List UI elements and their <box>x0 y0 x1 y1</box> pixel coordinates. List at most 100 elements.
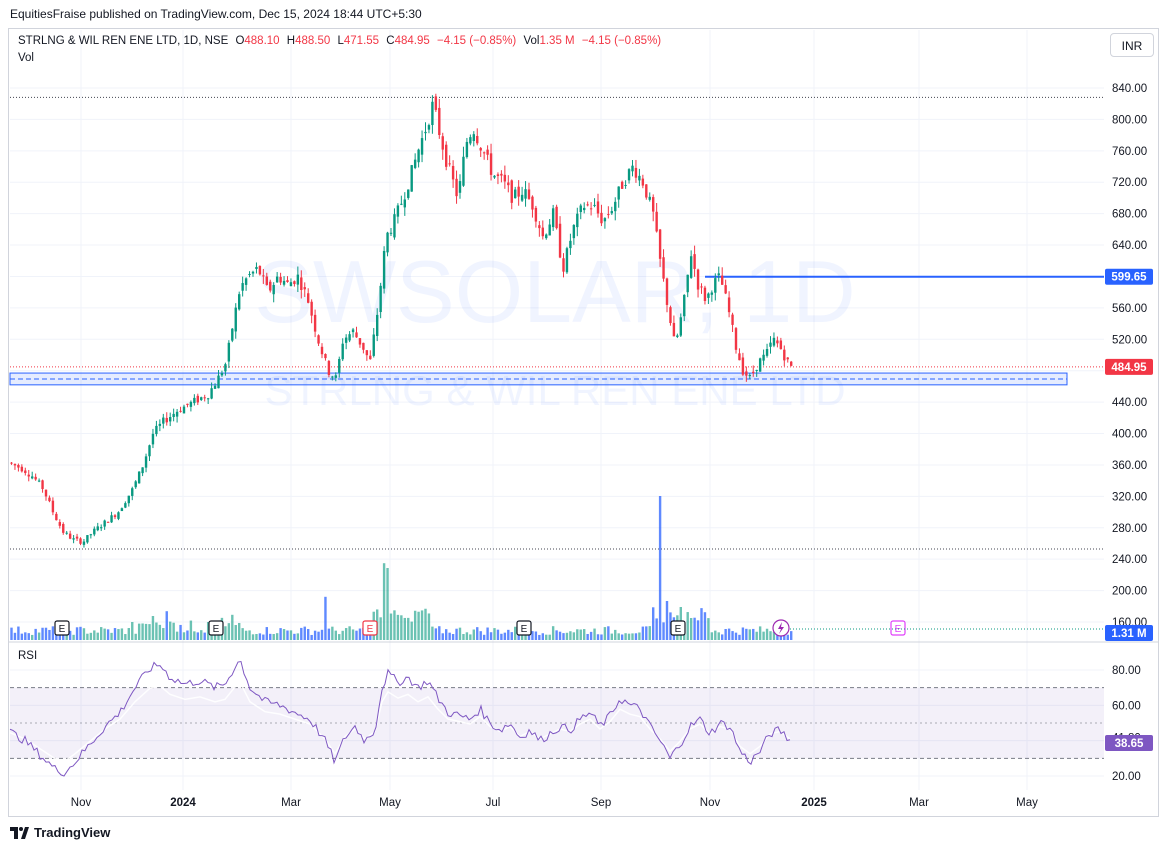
candle-body <box>434 96 438 110</box>
candle-body <box>86 535 89 543</box>
volume-bar <box>89 632 93 640</box>
volume-badge <box>1105 625 1153 641</box>
candle-body <box>710 292 714 295</box>
time-tick-label: Jul <box>486 797 501 809</box>
candle-body <box>686 274 689 293</box>
candle-body <box>689 256 693 278</box>
volume-bar <box>244 630 248 640</box>
volume-bar <box>400 615 403 640</box>
candle-body <box>589 208 593 210</box>
volume-bar <box>303 626 306 640</box>
volume-bar <box>251 634 255 640</box>
volume-bar <box>72 634 75 640</box>
candle-body <box>127 495 130 504</box>
candle-body <box>82 541 86 545</box>
candle-body <box>348 334 351 341</box>
volume-bar <box>507 629 510 640</box>
candle-body <box>37 480 41 482</box>
candle-body <box>355 332 358 338</box>
volume-bar <box>717 632 720 640</box>
candle-body <box>206 398 210 400</box>
volume-bar <box>96 632 99 640</box>
watermark-name: STRLNG & WIL REN ENE LTD <box>264 367 845 414</box>
volume-bar <box>576 629 579 640</box>
currency-button[interactable]: INR <box>1110 33 1154 57</box>
volume-bar <box>438 626 441 640</box>
volume-bar <box>48 629 51 640</box>
candle-body <box>344 337 348 343</box>
volume-bar <box>783 634 786 640</box>
earnings-marker[interactable] <box>890 620 906 636</box>
candle-body <box>445 144 448 167</box>
candle-body <box>448 163 451 165</box>
price-tick-label: 520.00 <box>1112 334 1147 346</box>
candle-body <box>320 346 324 355</box>
volume-bar <box>186 630 189 640</box>
price-tick-label: 240.00 <box>1112 554 1147 566</box>
ohlc-legend: STRLNG & WIL REN ENE LTD, 1D, NSE O488.1… <box>18 35 661 47</box>
candle-body <box>79 538 82 544</box>
legend-low: 471.55 <box>343 35 380 47</box>
volume-bar <box>479 631 482 640</box>
volume-bar <box>389 613 393 640</box>
time-tick-label: May <box>379 797 401 809</box>
volume-bar <box>589 631 593 640</box>
footer-brand: TradingView <box>34 825 111 840</box>
candle-body <box>610 211 613 214</box>
candle-body <box>13 463 17 466</box>
volume-bar <box>645 626 648 640</box>
candle-body <box>586 204 589 206</box>
volume-bar <box>358 628 362 640</box>
volume-bar <box>148 624 151 640</box>
volume-bar <box>103 628 106 640</box>
volume-bar <box>272 634 275 640</box>
candle-body <box>669 307 672 324</box>
candle-body <box>269 281 272 291</box>
candle-body <box>389 232 393 234</box>
volume-bar <box>227 623 231 640</box>
legend-symbol[interactable]: STRLNG & WIL REN ENE LTD, 1D, NSE <box>18 35 229 47</box>
volume-bar <box>472 629 475 640</box>
volume-bar <box>772 631 776 640</box>
candle-body <box>172 413 175 418</box>
volume-bar <box>620 634 624 640</box>
volume-bar <box>721 634 724 640</box>
volume-bar <box>117 629 120 640</box>
earnings-marker[interactable] <box>670 620 686 636</box>
volume-bar <box>482 634 486 640</box>
volume-bar <box>275 633 279 640</box>
candle-body <box>541 227 544 237</box>
earnings-marker[interactable] <box>362 620 378 636</box>
volume-bar <box>786 634 789 640</box>
candle-body <box>762 354 765 361</box>
volume-bar <box>407 617 410 640</box>
candle-body <box>438 107 441 136</box>
candle-body <box>307 293 310 303</box>
published-line: EquitiesFraise published on TradingView.… <box>10 7 422 21</box>
volume-bar <box>520 632 524 640</box>
candle-body <box>548 224 551 236</box>
volume-bar <box>696 620 700 640</box>
legend-vol-label: Vol <box>523 35 540 47</box>
volume-bar <box>465 632 469 640</box>
time-tick-label: Mar <box>281 797 301 809</box>
candle-body <box>262 275 265 277</box>
candle-body <box>386 232 389 253</box>
candle-body <box>100 527 103 529</box>
earnings-marker[interactable] <box>208 620 224 636</box>
candle-body <box>137 471 141 484</box>
rsi-tick-label: 80.00 <box>1112 665 1141 677</box>
volume-bar <box>451 634 455 640</box>
legend-vol: 1.35 M <box>539 35 575 47</box>
volume-bar <box>417 611 420 640</box>
candle-body <box>258 266 262 275</box>
volume-bar <box>765 628 769 640</box>
volume-bar <box>748 629 751 640</box>
volume-bar <box>41 627 44 640</box>
earnings-marker[interactable] <box>54 620 70 636</box>
volume-bar <box>403 617 406 640</box>
volume-bar <box>334 630 337 640</box>
earnings-marker-label: E <box>675 624 682 635</box>
earnings-marker[interactable] <box>516 620 532 636</box>
